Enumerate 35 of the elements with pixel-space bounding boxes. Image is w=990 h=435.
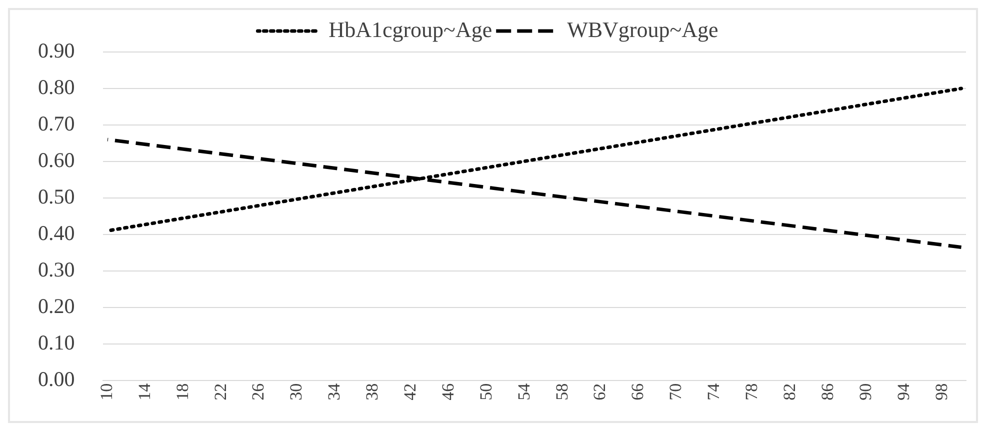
legend-label: WBVgroup~Age (567, 16, 718, 42)
y-tick-label: 0.30 (38, 257, 75, 282)
x-tick-label: 38 (362, 383, 382, 400)
y-tick-label: 0.10 (38, 330, 75, 354)
x-tick-label: 98 (932, 383, 951, 400)
x-tick-label: 90 (856, 383, 875, 400)
x-tick-label: 14 (134, 382, 154, 400)
x-tick-label: 54 (514, 382, 534, 400)
x-tick-label: 86 (818, 383, 837, 400)
y-tick-label: 0.80 (38, 75, 75, 100)
x-tick-label: 22 (210, 383, 230, 400)
y-tick-label: 0.00 (38, 366, 75, 391)
x-tick-label: 26 (248, 383, 268, 400)
x-tick-label: 30 (286, 383, 306, 400)
x-tick-label: 50 (476, 383, 496, 400)
x-tick-label: 58 (552, 383, 572, 400)
x-tick-label: 34 (324, 382, 344, 400)
y-tick-label: 0.40 (38, 220, 75, 245)
x-tick-label: 62 (590, 383, 610, 400)
x-tick-label: 70 (666, 383, 686, 400)
x-tick-label: 42 (400, 383, 420, 400)
x-tick-label: 74 (704, 382, 724, 400)
y-tick-label: 0.90 (38, 38, 75, 63)
x-tick-label: 82 (780, 383, 799, 400)
x-tick-label: 18 (172, 383, 192, 400)
legend-label: HbA1cgroup~Age (328, 16, 492, 42)
y-tick-label: 0.70 (38, 111, 75, 136)
y-tick-label: 0.20 (38, 294, 75, 318)
x-tick-label: 78 (742, 383, 762, 400)
x-tick-label: 66 (628, 383, 648, 400)
x-tick-label: 10 (96, 383, 116, 400)
y-tick-label: 0.60 (38, 148, 75, 172)
x-tick-label: 46 (438, 383, 458, 400)
y-tick-label: 0.50 (38, 184, 75, 208)
x-tick-label: 94 (894, 382, 913, 400)
